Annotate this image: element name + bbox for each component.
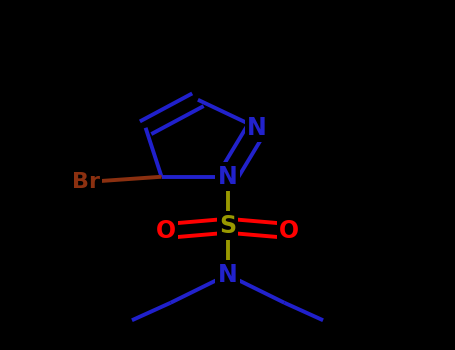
Text: Br: Br [72, 172, 101, 192]
Text: O: O [279, 219, 299, 243]
Text: N: N [247, 116, 267, 140]
Text: S: S [219, 214, 236, 238]
Text: O: O [156, 219, 176, 243]
Text: N: N [217, 165, 238, 189]
Text: N: N [217, 263, 238, 287]
